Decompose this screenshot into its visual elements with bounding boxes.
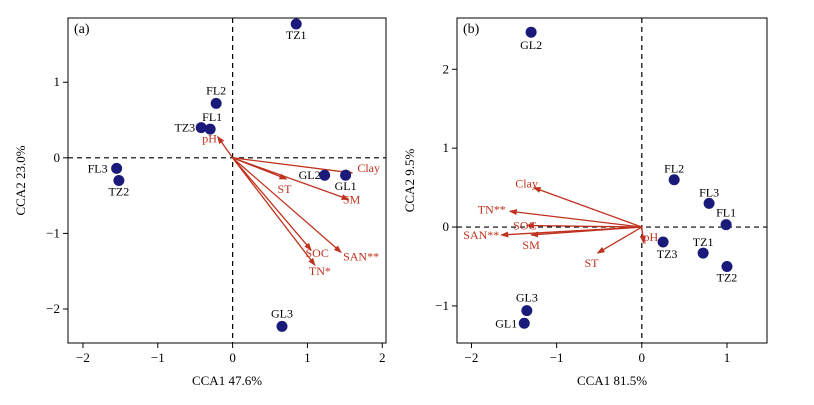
site-point	[721, 260, 733, 272]
vector-label: SM	[522, 238, 540, 252]
y-tick-label: −1	[46, 225, 60, 240]
site-label: FL1	[202, 110, 222, 124]
x-tick-label: −2	[465, 350, 479, 365]
vector-label: ST	[585, 256, 600, 270]
y-tick-label: 0	[443, 219, 450, 234]
x-tick-label: 1	[304, 350, 311, 365]
site-label: TZ1	[693, 235, 714, 249]
y-tick-label: −2	[46, 301, 60, 316]
vector-arrow	[525, 222, 642, 229]
x-axis-label: CCA1 81.5%	[577, 373, 647, 388]
site-label: GL3	[516, 291, 538, 305]
panel-b: −2 −1 0 1 −1 0 1 2 CCA1 81.5% CCA2 9.5% (b) Clay TN*…	[402, 17, 768, 388]
site-label: FL3	[88, 161, 108, 175]
y-tick-label: 1	[443, 140, 450, 155]
y-tick-label: −1	[435, 298, 449, 313]
site-point	[720, 219, 732, 231]
site-label: TZ3	[657, 247, 678, 261]
y-tick-label: 2	[443, 61, 450, 76]
site-point	[518, 317, 530, 329]
site-point	[657, 236, 669, 248]
panel-a: −2 −1 0 1 2 −2 −1 0 1 CCA1 47.6% CCA2 23.0% (a) pH Cl…	[13, 17, 387, 388]
vector-label: SOC	[306, 246, 329, 260]
vector-label: ST	[277, 182, 292, 196]
site-point	[276, 320, 288, 332]
y-axis-label: CCA2 9.5%	[402, 149, 417, 213]
vector-label: Clay	[515, 177, 538, 191]
vector-label: SAN**	[343, 249, 379, 263]
site-label: TZ2	[717, 270, 738, 284]
site-label: GL1	[495, 316, 517, 330]
x-axis-label: CCA1 47.6%	[192, 373, 262, 388]
panel-label: (b)	[463, 22, 480, 37]
site-label: TZ3	[175, 121, 196, 135]
site-point	[210, 97, 222, 109]
site-label: TZ2	[109, 185, 130, 199]
y-tick-label: 0	[54, 150, 61, 165]
vector-arrow	[530, 226, 642, 238]
plot-frame	[67, 17, 387, 344]
vector-label: Clay	[357, 161, 380, 175]
vector-arrow	[232, 157, 342, 253]
site-point	[521, 305, 533, 317]
site-label: TZ1	[286, 28, 307, 42]
site-label: GL2	[299, 168, 321, 182]
site-label: GL1	[335, 179, 357, 193]
x-tick-label: 0	[639, 350, 646, 365]
vector-arrow	[232, 157, 312, 251]
vector-arrow	[232, 157, 354, 176]
x-tick-label: 1	[724, 350, 731, 365]
site-point	[703, 197, 715, 209]
site-point	[113, 175, 125, 186]
x-tick-label: −2	[76, 350, 90, 365]
site-label: GL3	[271, 306, 293, 320]
site-point	[195, 122, 207, 134]
plot-frame	[456, 17, 768, 344]
site-point	[111, 162, 123, 174]
site-label: FL3	[699, 185, 719, 199]
vector-arrow	[532, 186, 643, 228]
site-point	[340, 169, 352, 181]
x-tick-label: 2	[379, 350, 386, 365]
vector-label: TN*	[309, 264, 331, 278]
site-label: FL2	[664, 162, 684, 176]
y-axis-label: CCA2 23.0%	[13, 145, 28, 215]
site-label: GL2	[520, 38, 542, 52]
y-tick-label: 1	[54, 74, 61, 89]
vector-label: pH	[644, 230, 659, 244]
vector-label: SM	[343, 192, 361, 206]
site-point	[697, 247, 709, 259]
vector-arrow	[508, 209, 642, 228]
site-label: FL2	[206, 83, 226, 97]
vector-label: SOC	[513, 218, 536, 232]
vector-label: TN**	[478, 202, 506, 216]
panel-label: (a)	[74, 22, 90, 37]
site-point	[290, 18, 302, 30]
vector-arrow	[217, 135, 234, 159]
vector-arrow	[596, 226, 643, 254]
vector-label: pH	[202, 132, 217, 146]
site-point	[204, 123, 216, 135]
site-label: FL1	[716, 206, 736, 220]
site-point	[319, 169, 331, 181]
x-tick-label: −1	[550, 350, 564, 365]
x-tick-label: −1	[151, 350, 165, 365]
site-point	[525, 26, 537, 38]
vector-arrow	[232, 157, 350, 201]
vector-arrow	[639, 226, 646, 244]
site-point	[668, 174, 680, 186]
vector-label: SAN**	[463, 228, 499, 242]
x-tick-label: 0	[229, 350, 236, 365]
vector-arrow	[232, 157, 316, 266]
